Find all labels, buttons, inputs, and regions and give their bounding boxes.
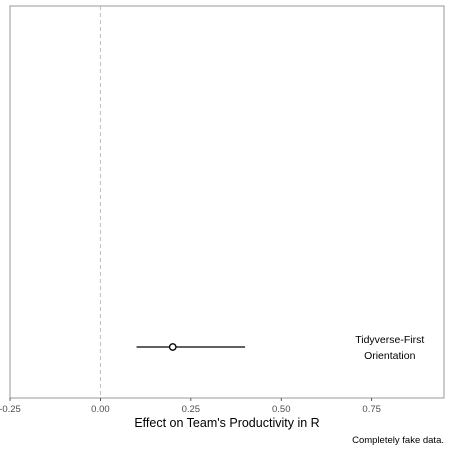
x-tick-label: 0.25 [182, 404, 201, 415]
x-tick-label: 0.50 [272, 404, 291, 415]
x-tick-label: 0.75 [362, 404, 381, 415]
caption: Completely fake data. [352, 435, 444, 446]
data-marks [136, 343, 246, 351]
x-axis: -0.25 0.00 0.25 0.50 0.75 [0, 398, 381, 415]
annotation-line-1: Tidyverse-First [355, 334, 424, 346]
plot-panel [9, 5, 445, 399]
x-tick-label: 0.00 [91, 404, 110, 415]
x-axis-title: Effect on Team's Productivity in R [134, 416, 319, 430]
annotation-line-2: Orientation [364, 350, 416, 362]
x-tick-label: -0.25 [0, 404, 21, 415]
point-estimate [168, 343, 177, 351]
